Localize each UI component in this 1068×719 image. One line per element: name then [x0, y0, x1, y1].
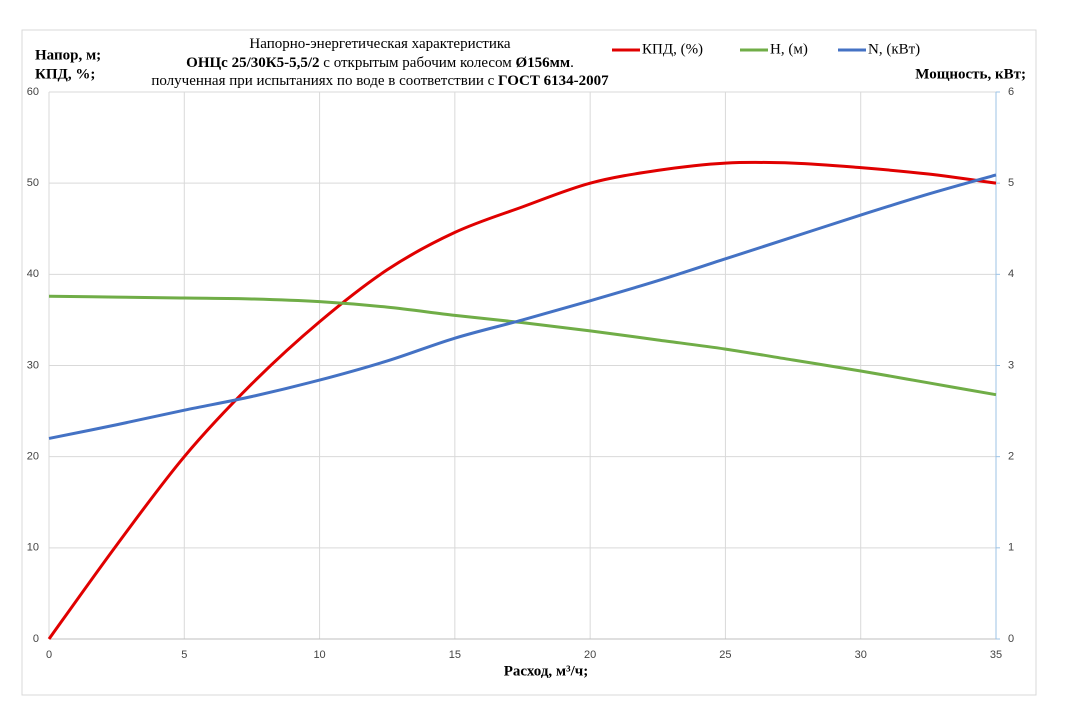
y-tick-label: 0 [33, 633, 39, 645]
chart-title: полученная при испытаниях по воде в соот… [151, 73, 609, 89]
chart-border [21, 29, 1037, 696]
y2-tick-label: 4 [1008, 268, 1014, 280]
title-part: ГОСТ 6134-2007 [498, 73, 609, 89]
y-tick-label: 50 [27, 177, 39, 189]
x-tick-label: 15 [449, 649, 461, 661]
y-axis-label: Напор, м; [35, 47, 101, 63]
x-tick-label: 30 [855, 649, 867, 661]
title-part: . [570, 55, 574, 71]
x-tick-label: 10 [313, 649, 325, 661]
series-line [48, 173, 997, 440]
chart-title: Напорно-энергетическая характеристика [249, 36, 511, 52]
title-part: Ø156мм [515, 55, 570, 71]
title-part: Напорно-энергетическая характеристика [249, 36, 511, 52]
y2-tick-label: 2 [1008, 451, 1014, 463]
x-tick-label: 0 [46, 649, 52, 661]
title-part: полученная при испытаниях по воде в соот… [151, 73, 498, 89]
y2-axis-label: Мощность, кВт; [915, 66, 1026, 82]
title-part: с открытым рабочим колесом [320, 55, 516, 71]
x-axis-label: Расход, м³/ч; [504, 663, 589, 679]
legend-label: N, (кВт) [868, 41, 920, 57]
title-part: ОНЦс 25/30К5-5,5/2 [186, 55, 319, 71]
y2-tick-label: 0 [1008, 633, 1014, 645]
x-tick-label: 20 [584, 649, 596, 661]
x-tick-label: 35 [990, 649, 1002, 661]
y-tick-label: 10 [27, 542, 39, 554]
x-tick-label: 25 [719, 649, 731, 661]
y-tick-label: 30 [27, 359, 39, 371]
y2-tick-label: 5 [1008, 177, 1014, 189]
y2-tick-label: 3 [1008, 359, 1014, 371]
y-tick-label: 20 [27, 451, 39, 463]
y-axis-label: КПД, %; [35, 66, 95, 82]
series-line [48, 294, 997, 397]
y-tick-label: 60 [27, 86, 39, 98]
y-tick-label: 40 [27, 268, 39, 280]
x-tick-label: 5 [181, 649, 187, 661]
legend-label: H, (м) [770, 41, 808, 57]
series-line [47, 160, 997, 640]
legend-label: КПД, (%) [642, 41, 703, 57]
chart-title: ОНЦс 25/30К5-5,5/2 с открытым рабочим ко… [186, 55, 574, 71]
y2-tick-label: 6 [1008, 86, 1014, 98]
y2-tick-label: 1 [1008, 542, 1014, 554]
